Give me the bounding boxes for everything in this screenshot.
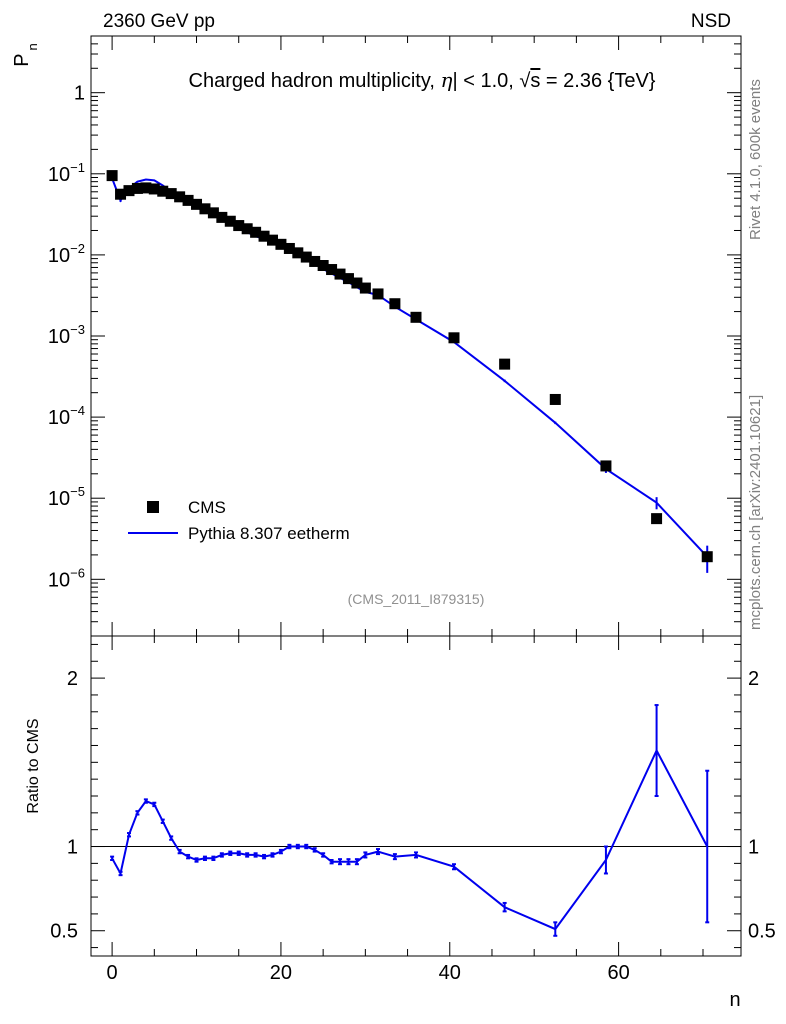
cms-data-point bbox=[372, 288, 384, 300]
x-tick-label: 60 bbox=[607, 962, 629, 984]
main-y-tick-label-exp: −6 bbox=[70, 565, 85, 580]
main-y-tick-label-base: 10 bbox=[48, 326, 70, 348]
cms-data-point bbox=[389, 298, 401, 310]
main-y-tick-label: 10−6 bbox=[48, 565, 85, 591]
main-y-tick-label: 1 bbox=[74, 83, 85, 105]
ratio-axis-ticks bbox=[91, 636, 741, 956]
main-frame bbox=[90, 35, 742, 637]
ratio-y-tick-label-left: 1 bbox=[67, 837, 78, 859]
analysis-id-annotation: (CMS_2011_I879315) bbox=[348, 591, 485, 607]
main-y-tick-label-base: 10 bbox=[48, 407, 70, 429]
main-y-tick-label-exp: −3 bbox=[70, 322, 85, 337]
rivet-version-label: Rivet 4.1.0, 600k events bbox=[747, 79, 764, 240]
cms-data-point bbox=[207, 207, 219, 219]
header-left-label: 2360 GeV pp bbox=[103, 11, 215, 32]
cms-data-point bbox=[191, 198, 203, 210]
legend-marker-cms bbox=[147, 501, 159, 513]
main-y-tick-label-exp: −1 bbox=[70, 160, 85, 175]
legend-label-pythia: Pythia 8.307 eetherm bbox=[188, 524, 350, 543]
cms-data-point bbox=[326, 264, 338, 276]
mc-ratio-line bbox=[111, 748, 709, 931]
cms-data-point bbox=[600, 460, 612, 472]
main-y-tick-label-base: 10 bbox=[48, 164, 70, 186]
main-y-tick-label-exp: −4 bbox=[70, 403, 85, 418]
main-y-tick-label: 10−4 bbox=[48, 403, 85, 429]
cms-data-point bbox=[342, 273, 354, 285]
data-series-main bbox=[106, 170, 713, 563]
cms-data-point bbox=[549, 393, 561, 405]
cms-data-point bbox=[106, 170, 118, 182]
cms-data-point bbox=[701, 551, 713, 563]
x-tick-label: 40 bbox=[439, 962, 461, 984]
cms-data-point bbox=[309, 255, 321, 267]
cms-data-point bbox=[199, 203, 211, 215]
cms-data-point bbox=[174, 191, 186, 203]
main-axis-ticks bbox=[91, 35, 741, 637]
main-y-tick-label-exp: −2 bbox=[70, 241, 85, 256]
mcplots-label: mcplots.cern.ch [arXiv:2401.10621] bbox=[747, 395, 764, 630]
cms-data-point bbox=[351, 277, 363, 289]
ratio-frame bbox=[90, 635, 742, 957]
cms-data-point bbox=[317, 260, 329, 272]
legend-label-cms: CMS bbox=[188, 498, 226, 517]
ratio-y-tick-label-left: 2 bbox=[67, 668, 78, 690]
cms-data-point bbox=[410, 311, 422, 323]
cms-data-point bbox=[233, 220, 245, 232]
cms-data-point bbox=[499, 358, 511, 370]
ratio-y-axis-label: Ratio to CMS bbox=[25, 718, 42, 813]
cms-data-point bbox=[651, 513, 663, 525]
mc-series-ratio bbox=[110, 704, 710, 937]
main-y-tick-label: 10−3 bbox=[48, 322, 85, 348]
cms-data-point bbox=[448, 332, 460, 344]
cms-data-point bbox=[283, 242, 295, 254]
cms-data-point bbox=[292, 247, 304, 259]
ratio-y-tick-label-left: 0.5 bbox=[50, 921, 78, 943]
ratio-y-tick-label-right: 2 bbox=[748, 668, 759, 690]
main-y-tick-label: 10−1 bbox=[48, 160, 85, 186]
ratio-y-tick-label-right: 1 bbox=[748, 837, 759, 859]
cms-data-point bbox=[123, 185, 135, 197]
cms-data-point bbox=[115, 188, 127, 200]
main-y-tick-labels: 110−110−210−310−410−510−6 bbox=[48, 83, 85, 592]
x-axis-label: n bbox=[729, 989, 740, 1011]
cms-data-point bbox=[157, 185, 169, 197]
cms-data-point bbox=[216, 211, 228, 223]
main-y-tick-label: 10−2 bbox=[48, 241, 85, 267]
header-right-label: NSD bbox=[691, 11, 731, 32]
legend: CMS Pythia 8.307 eetherm bbox=[128, 498, 350, 543]
x-tick-label: 20 bbox=[270, 962, 292, 984]
cms-data-point bbox=[258, 230, 270, 242]
cms-data-point bbox=[182, 194, 194, 206]
cms-data-point bbox=[165, 188, 177, 200]
ratio-panel: 0.5 0.5 1 1 2 2 Ratio to CMS 0 20 40 60 n bbox=[25, 635, 776, 1011]
cms-data-point bbox=[275, 238, 287, 250]
cms-data-point bbox=[300, 251, 312, 263]
cms-data-point bbox=[250, 226, 262, 238]
main-y-tick-label-base: 10 bbox=[48, 245, 70, 267]
ratio-y-tick-labels: 0.5 0.5 1 1 2 2 bbox=[50, 668, 776, 943]
main-y-tick-label: 10−5 bbox=[48, 484, 85, 510]
main-y-tick-label-base: 10 bbox=[48, 569, 70, 591]
cms-data-point bbox=[131, 182, 143, 194]
main-title: Charged hadron multiplicity, η| < 1.0, √… bbox=[189, 68, 656, 92]
main-y-tick-label-base: 1 bbox=[74, 83, 85, 105]
cms-data-point bbox=[266, 234, 278, 246]
main-y-axis-label: Pn bbox=[11, 43, 40, 67]
ratio-y-tick-label-right: 0.5 bbox=[748, 921, 776, 943]
cms-data-point bbox=[148, 183, 160, 195]
cms-data-point bbox=[359, 282, 371, 294]
cms-data-point bbox=[334, 268, 346, 280]
main-y-tick-label-exp: −5 bbox=[70, 484, 85, 499]
cms-data-point bbox=[224, 215, 236, 227]
x-tick-label: 0 bbox=[107, 962, 118, 984]
cms-data-point bbox=[241, 223, 253, 235]
cms-data-point bbox=[140, 182, 152, 194]
main-panel: Charged hadron multiplicity, η| < 1.0, √… bbox=[11, 35, 742, 637]
x-tick-labels: 0 20 40 60 bbox=[107, 962, 630, 984]
main-y-tick-label-base: 10 bbox=[48, 488, 70, 510]
